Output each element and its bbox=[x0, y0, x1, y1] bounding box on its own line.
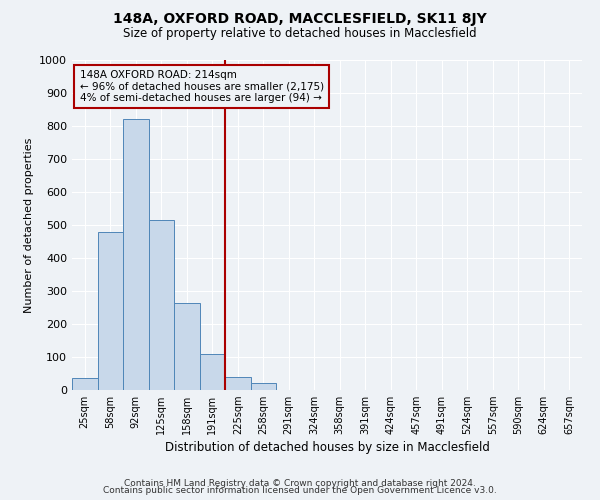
Bar bbox=[97, 232, 123, 390]
Text: 148A OXFORD ROAD: 214sqm
← 96% of detached houses are smaller (2,175)
4% of semi: 148A OXFORD ROAD: 214sqm ← 96% of detach… bbox=[80, 70, 324, 103]
Bar bbox=[199, 354, 225, 390]
Bar bbox=[225, 377, 251, 390]
Bar bbox=[72, 378, 97, 390]
Text: Contains public sector information licensed under the Open Government Licence v3: Contains public sector information licen… bbox=[103, 486, 497, 495]
Bar bbox=[174, 303, 199, 390]
Text: Contains HM Land Registry data © Crown copyright and database right 2024.: Contains HM Land Registry data © Crown c… bbox=[124, 478, 476, 488]
Bar bbox=[149, 220, 174, 390]
Bar bbox=[123, 120, 149, 390]
Bar bbox=[251, 384, 276, 390]
Y-axis label: Number of detached properties: Number of detached properties bbox=[23, 138, 34, 312]
X-axis label: Distribution of detached houses by size in Macclesfield: Distribution of detached houses by size … bbox=[164, 442, 490, 454]
Text: 148A, OXFORD ROAD, MACCLESFIELD, SK11 8JY: 148A, OXFORD ROAD, MACCLESFIELD, SK11 8J… bbox=[113, 12, 487, 26]
Text: Size of property relative to detached houses in Macclesfield: Size of property relative to detached ho… bbox=[123, 28, 477, 40]
